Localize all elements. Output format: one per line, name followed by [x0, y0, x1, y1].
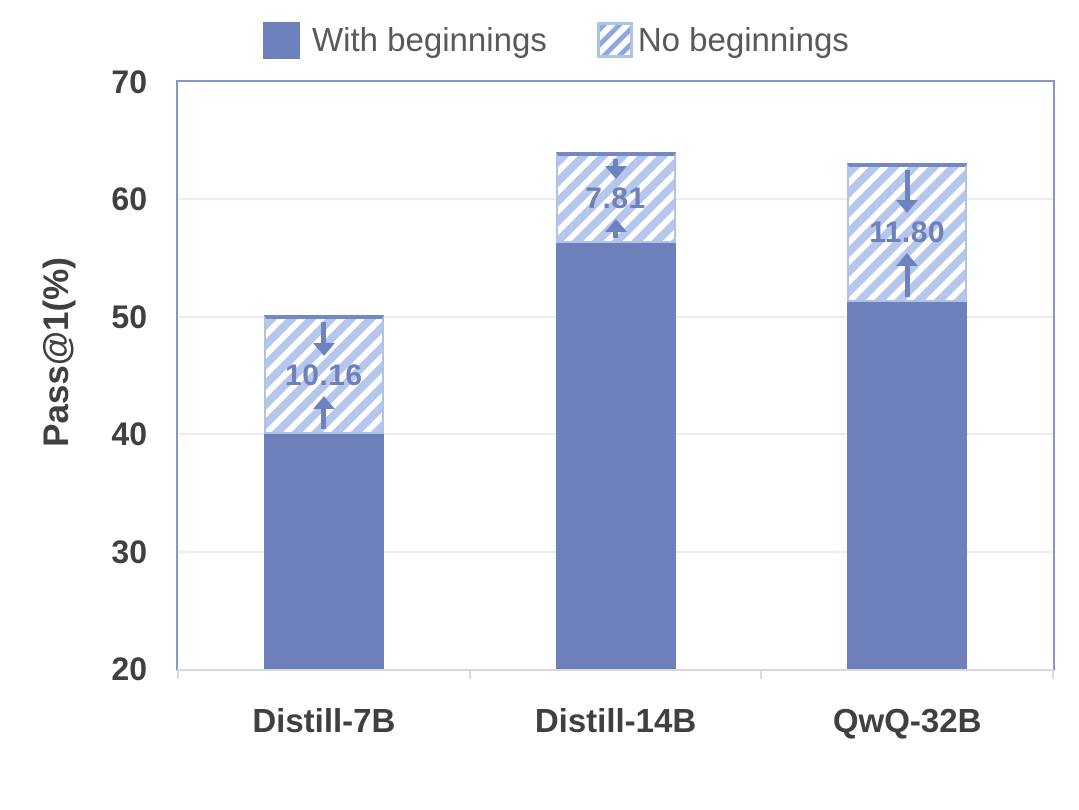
legend-item-no-beginnings: No beginnings: [547, 20, 849, 60]
difference-label: 7.81: [585, 181, 646, 215]
arrow-stem: [321, 407, 327, 430]
x-axis-label: QwQ-32B: [832, 702, 982, 739]
up-arrow-icon: [312, 395, 335, 430]
x-axis-label: Distill-14B: [534, 702, 697, 739]
y-tick-label: 30: [111, 533, 147, 570]
down-arrow-icon: [312, 322, 335, 356]
difference-label: 11.80: [869, 216, 946, 250]
arrow-head: [604, 165, 627, 179]
legend-item-with-beginnings: With beginnings: [263, 20, 547, 60]
y-tick-label: 40: [111, 416, 147, 453]
y-tick-label: 20: [111, 651, 147, 687]
difference-label: 10.16: [285, 358, 363, 392]
bar-solid-segment: [847, 301, 968, 669]
y-tick-label: 70: [111, 64, 147, 100]
down-arrow-icon: [896, 170, 919, 214]
legend-label-no-beginnings: No beginnings: [637, 21, 849, 58]
arrow-stem: [904, 170, 910, 202]
legend: With beginnings No beginnings: [263, 20, 849, 60]
y-tick-label: 50: [111, 298, 147, 335]
plot-area: 10.16 7.81 11.80: [176, 80, 1055, 671]
x-axis-tick: [1052, 669, 1054, 679]
x-axis-tick: [177, 669, 179, 679]
bar-hatched-segment: 7.81: [555, 151, 676, 244]
bar-hatched-segment: 10.16: [263, 315, 384, 435]
down-arrow-icon: [604, 158, 627, 179]
legend-swatch-hatched-icon: [596, 22, 633, 58]
bar-hatched-segment: 11.80: [847, 163, 968, 302]
x-axis-label: Distill-7B: [252, 702, 396, 739]
up-arrow-icon: [896, 253, 919, 297]
legend-label-with-beginnings: With beginnings: [312, 21, 547, 58]
up-arrow-icon: [604, 218, 627, 239]
x-axis-tick: [468, 669, 471, 679]
arrow-stem: [613, 158, 618, 167]
bar-solid-segment: [555, 243, 676, 669]
arrow-head: [312, 342, 335, 356]
bar-solid-segment: [263, 434, 384, 669]
arrow-head: [604, 218, 627, 232]
arrow-stem: [321, 322, 327, 344]
x-axis-tick: [760, 669, 763, 679]
y-tick-label: 60: [111, 181, 147, 218]
arrow-stem: [904, 265, 910, 297]
arrow-head: [896, 253, 919, 267]
arrow-stem: [613, 230, 618, 239]
arrow-head: [896, 200, 919, 214]
arrow-head: [312, 395, 335, 409]
legend-swatch-solid-icon: [263, 21, 300, 59]
